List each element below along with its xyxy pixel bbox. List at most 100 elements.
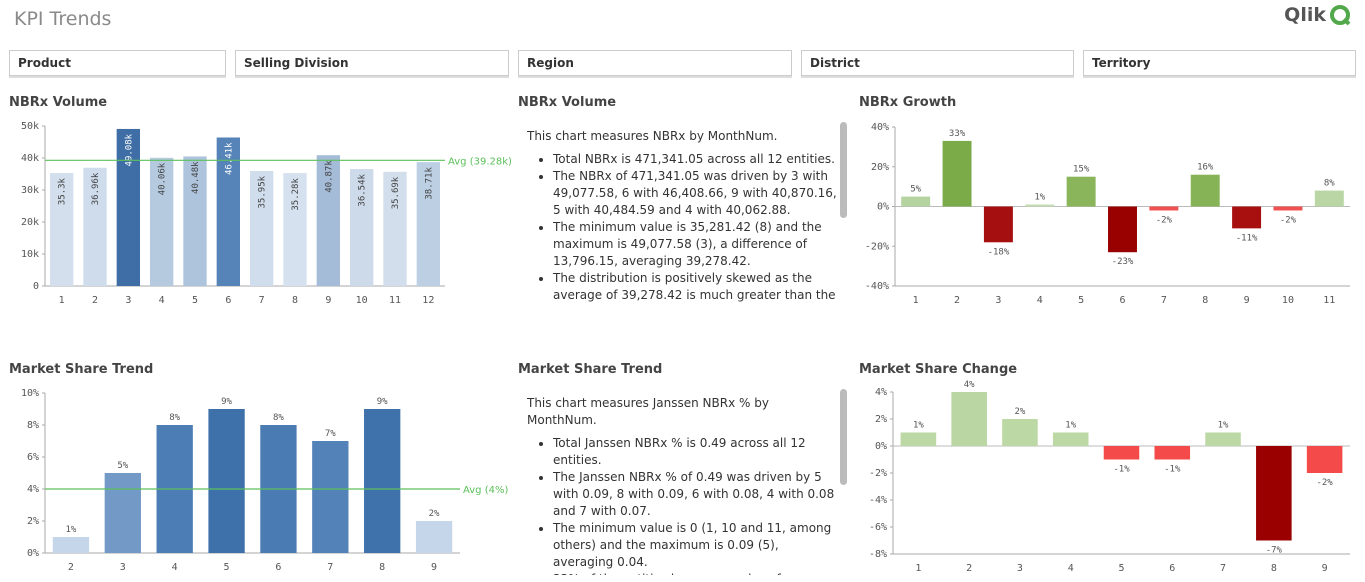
data-label: -23% xyxy=(1112,257,1134,267)
scrollbar[interactable] xyxy=(840,389,847,485)
bar xyxy=(1314,190,1344,207)
bar xyxy=(900,432,937,446)
bullet-list: Total NBRx is 471,341.05 across all 12 e… xyxy=(527,151,837,304)
x-tick-label: 11 xyxy=(1323,295,1335,306)
bar xyxy=(1306,446,1343,473)
x-tick-label: 9 xyxy=(1322,563,1328,574)
bullet: Total Janssen NBRx % is 0.49 across all … xyxy=(553,435,837,469)
panel-intro: This chart measures NBRx by MonthNum. xyxy=(527,129,778,143)
x-tick-label: 10 xyxy=(356,295,368,306)
filter-box[interactable]: Region xyxy=(518,50,792,76)
x-tick-label: 8 xyxy=(1202,295,1208,306)
filter-box[interactable]: Selling Division xyxy=(235,50,509,76)
bar xyxy=(1002,419,1038,446)
panel-body: This chart measures NBRx by MonthNum. Tot… xyxy=(527,128,837,308)
bar xyxy=(951,392,987,446)
x-tick-label: 3 xyxy=(125,295,131,306)
bar xyxy=(1052,432,1089,446)
bar xyxy=(983,206,1013,243)
y-tick-label: -6% xyxy=(869,522,887,533)
data-label: 1% xyxy=(66,525,77,535)
bar xyxy=(942,140,972,207)
bar xyxy=(416,162,440,286)
bar xyxy=(52,537,90,553)
reference-label: Avg (4%) xyxy=(463,485,508,496)
data-label: 1% xyxy=(1034,193,1045,203)
data-label: 8% xyxy=(273,413,284,423)
bar xyxy=(1273,206,1303,211)
bar xyxy=(415,521,453,553)
logo-text: Qlik xyxy=(1284,4,1326,26)
data-label: 8% xyxy=(1324,179,1335,189)
x-tick-label: 7 xyxy=(327,562,333,573)
bar xyxy=(116,128,140,286)
y-tick-label: -40% xyxy=(865,281,889,292)
data-label: 40.06k xyxy=(158,162,168,195)
bar xyxy=(283,173,307,286)
x-tick-label: 4 xyxy=(1037,295,1043,306)
bar xyxy=(183,156,207,286)
bar xyxy=(350,169,374,286)
reference-label: Avg (39.28k) xyxy=(448,156,512,167)
data-label: 5% xyxy=(910,185,921,195)
x-tick-label: 2 xyxy=(92,295,98,306)
x-tick-label: 9 xyxy=(325,295,331,306)
bar xyxy=(83,167,107,286)
bar xyxy=(1256,446,1292,541)
x-tick-label: 5 xyxy=(1078,295,1084,306)
x-tick-label: 2 xyxy=(68,562,74,573)
bar xyxy=(208,409,245,553)
x-tick-label: 5 xyxy=(1118,563,1124,574)
data-label: 9% xyxy=(377,397,388,407)
y-tick-label: 0 xyxy=(33,281,39,292)
y-tick-label: -8% xyxy=(869,549,887,560)
chart: -40%-20%0%20%40%15%233%3-18%41%515%6-23%… xyxy=(865,122,1350,306)
data-label: -1% xyxy=(1113,465,1130,475)
data-label: 46.41k xyxy=(224,142,234,175)
x-tick-label: 8 xyxy=(292,295,298,306)
x-tick-label: 9 xyxy=(431,562,437,573)
bar xyxy=(316,155,340,286)
filter-box[interactable]: District xyxy=(801,50,1074,76)
data-label: -2% xyxy=(1280,215,1297,225)
data-label: 9% xyxy=(221,397,232,407)
bar xyxy=(364,409,401,553)
bar xyxy=(1103,446,1140,460)
bar xyxy=(250,170,274,286)
y-tick-label: 50k xyxy=(21,121,39,132)
y-tick-label: 4% xyxy=(27,484,39,495)
bar xyxy=(383,171,407,286)
data-label: 36.54k xyxy=(358,173,368,206)
data-label: 40.87k xyxy=(324,160,334,193)
data-label: 35.28k xyxy=(291,178,301,211)
bar xyxy=(901,196,931,207)
chart-title: Market Share Trend xyxy=(9,362,154,377)
y-tick-label: -4% xyxy=(869,495,887,506)
data-label: 38.71k xyxy=(424,167,434,200)
y-tick-label: 10k xyxy=(21,249,39,260)
x-tick-label: 9 xyxy=(1244,295,1250,306)
x-tick-label: 11 xyxy=(389,295,401,306)
data-label: -7% xyxy=(1266,546,1283,556)
data-label: 5% xyxy=(117,461,128,471)
x-tick-label: 6 xyxy=(1119,295,1125,306)
filter-box[interactable]: Product xyxy=(9,50,226,76)
data-label: 16% xyxy=(1197,163,1214,173)
x-tick-label: 6 xyxy=(1169,563,1175,574)
data-label: 40.48k xyxy=(191,161,201,194)
bullet-list: Total Janssen NBRx % is 0.49 across all … xyxy=(527,435,837,575)
x-tick-label: 1 xyxy=(913,295,919,306)
data-label: 1% xyxy=(1065,421,1076,431)
bullet: The NBRx of 471,341.05 was driven by 3 w… xyxy=(553,168,837,219)
scrollbar[interactable] xyxy=(840,122,847,218)
bullet: The Janssen NBRx % of 0.49 was driven by… xyxy=(553,469,837,520)
panel-title: Market Share Trend xyxy=(518,362,663,377)
x-tick-label: 1 xyxy=(59,295,65,306)
filter-box[interactable]: Territory xyxy=(1083,50,1356,76)
data-label: -11% xyxy=(1236,233,1258,243)
y-tick-label: 40k xyxy=(21,153,39,164)
bar xyxy=(1025,204,1055,207)
x-tick-label: 3 xyxy=(120,562,126,573)
data-label: 15% xyxy=(1073,165,1090,175)
x-tick-label: 4 xyxy=(159,295,165,306)
